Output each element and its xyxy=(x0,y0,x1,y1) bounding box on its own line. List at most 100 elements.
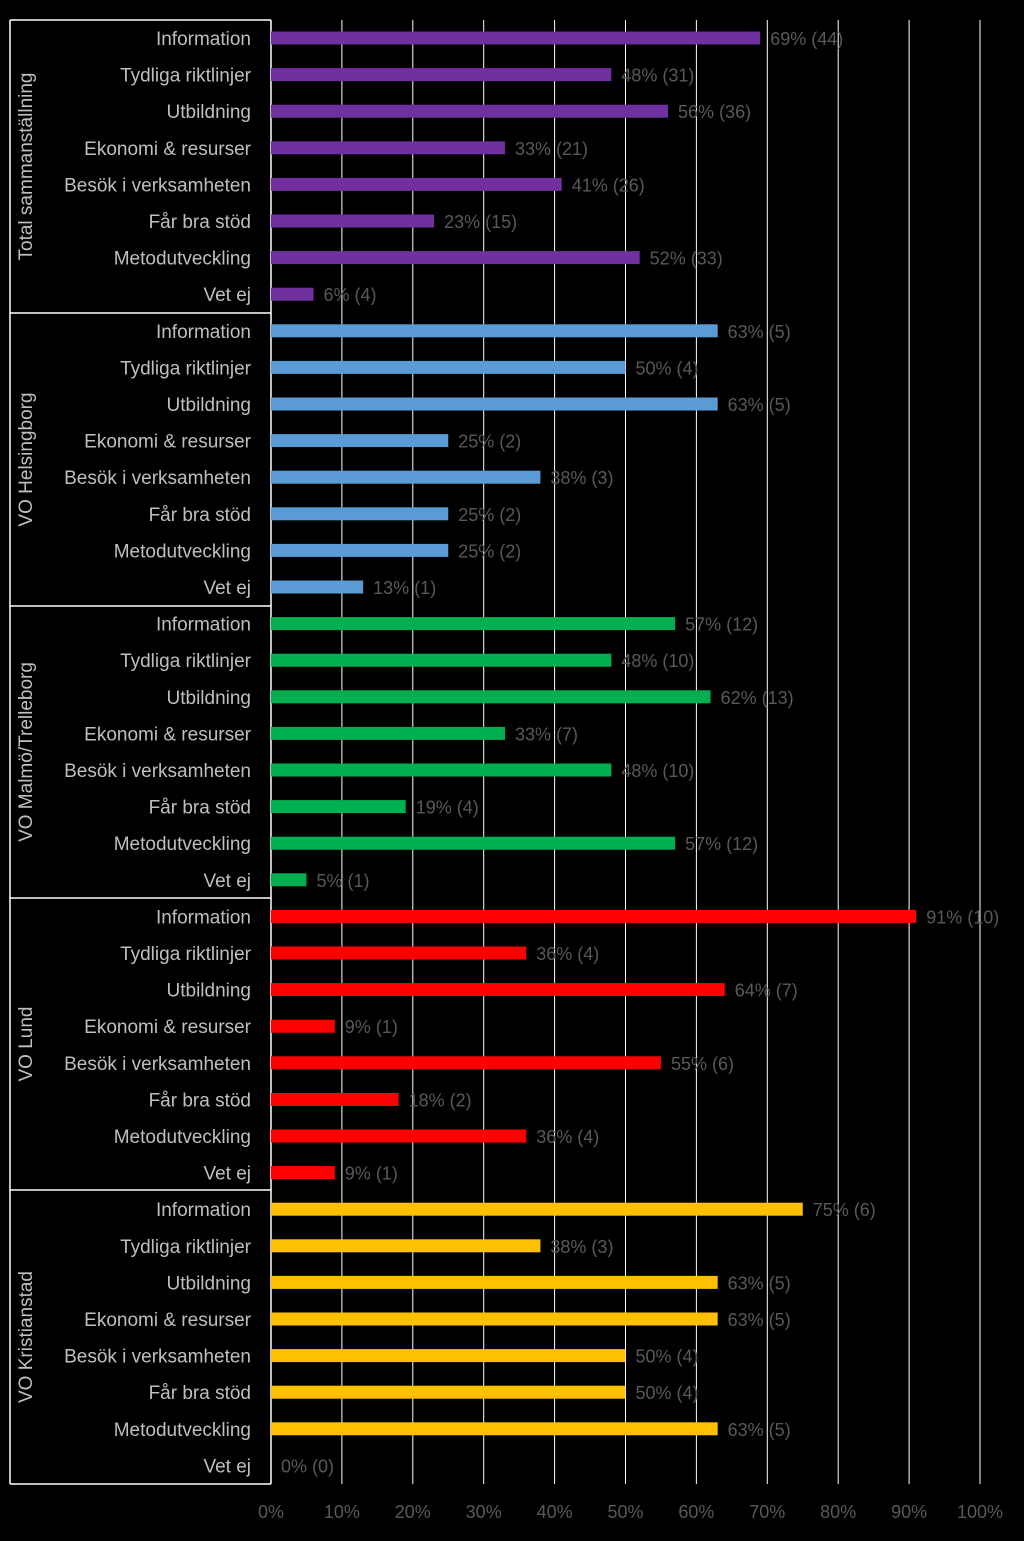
category-label: Metodutveckling xyxy=(114,834,251,855)
category-label: Tydliga riktlinjer xyxy=(120,944,252,965)
bar xyxy=(271,909,917,923)
data-label: 57% (12) xyxy=(685,615,758,635)
bar xyxy=(271,251,640,265)
group-label: VO Lund xyxy=(16,1007,37,1082)
bar xyxy=(271,1385,626,1399)
data-label: 25% (2) xyxy=(458,505,521,525)
data-label: 50% (4) xyxy=(636,1383,699,1403)
bar xyxy=(271,1275,718,1289)
category-label: Tydliga riktlinjer xyxy=(120,358,252,379)
data-label: 91% (10) xyxy=(926,907,999,927)
data-label: 13% (1) xyxy=(373,578,436,598)
data-label: 50% (4) xyxy=(636,358,699,378)
data-label: 52% (33) xyxy=(650,249,723,269)
x-tick-label: 90% xyxy=(891,1502,927,1522)
data-label: 41% (26) xyxy=(572,175,645,195)
bar xyxy=(271,1019,335,1033)
data-label: 63% (5) xyxy=(728,1273,791,1293)
category-label: Besök i verksamheten xyxy=(64,175,251,196)
bar xyxy=(271,214,435,228)
bar xyxy=(271,360,626,374)
bar xyxy=(271,1422,718,1436)
bar xyxy=(271,580,364,594)
data-label: 57% (12) xyxy=(685,834,758,854)
bar xyxy=(271,543,449,557)
category-label: Vet ej xyxy=(203,285,251,306)
bar xyxy=(271,873,307,887)
group-label: VO Helsingborg xyxy=(16,392,37,526)
x-tick-label: 10% xyxy=(324,1502,360,1522)
bar xyxy=(271,763,612,777)
data-label: 48% (10) xyxy=(621,761,694,781)
category-label: Ekonomi & resurser xyxy=(84,139,252,160)
category-label: Ekonomi & resurser xyxy=(84,724,252,745)
category-label: Utbildning xyxy=(167,102,252,123)
bar xyxy=(271,397,718,411)
bar xyxy=(271,507,449,521)
x-tick-label: 30% xyxy=(466,1502,502,1522)
category-label: Besök i verksamheten xyxy=(64,1054,251,1075)
data-label: 9% (1) xyxy=(345,1164,398,1184)
bar xyxy=(271,324,718,338)
bar xyxy=(271,983,725,997)
category-label: Utbildning xyxy=(167,688,252,709)
bar xyxy=(271,1129,527,1143)
data-label: 63% (5) xyxy=(728,322,791,342)
category-label: Vet ej xyxy=(203,1456,251,1477)
bar xyxy=(271,1092,399,1106)
x-tick-label: 50% xyxy=(607,1502,643,1522)
group-label: Total sammanställning xyxy=(16,73,37,261)
x-tick-label: 60% xyxy=(678,1502,714,1522)
bar xyxy=(271,800,406,814)
bar xyxy=(271,1239,541,1253)
category-label: Utbildning xyxy=(167,1273,252,1294)
category-label: Utbildning xyxy=(167,395,252,416)
bar xyxy=(271,287,314,301)
data-label: 50% (4) xyxy=(636,1347,699,1367)
category-label: Tydliga riktlinjer xyxy=(120,1237,252,1258)
bar xyxy=(271,1349,626,1363)
data-label: 23% (15) xyxy=(444,212,517,232)
bar xyxy=(271,946,527,960)
category-label: Ekonomi & resurser xyxy=(84,1017,252,1038)
data-label: 6% (4) xyxy=(324,285,377,305)
x-tick-label: 80% xyxy=(820,1502,856,1522)
category-label: Besök i verksamheten xyxy=(64,761,251,782)
bar xyxy=(271,1056,661,1070)
category-label: Får bra stöd xyxy=(149,505,251,526)
bar xyxy=(271,836,676,850)
data-label: 75% (6) xyxy=(813,1200,876,1220)
category-label: Utbildning xyxy=(167,981,252,1002)
data-label: 0% (0) xyxy=(281,1456,334,1476)
data-label: 33% (7) xyxy=(515,724,578,744)
x-tick-label: 40% xyxy=(537,1502,573,1522)
bar xyxy=(271,68,612,82)
category-label: Information xyxy=(156,907,251,928)
bar xyxy=(271,31,761,45)
category-label: Får bra stöd xyxy=(149,1090,251,1111)
category-label: Tydliga riktlinjer xyxy=(120,651,252,672)
data-label: 18% (2) xyxy=(409,1090,472,1110)
group-label: VO Malmö/Trelleborg xyxy=(16,662,37,842)
data-label: 64% (7) xyxy=(735,981,798,1001)
bar xyxy=(271,1202,803,1216)
data-label: 63% (5) xyxy=(728,1310,791,1330)
data-label: 38% (3) xyxy=(550,468,613,488)
bar xyxy=(271,177,562,191)
group-label: VO Kristianstad xyxy=(16,1271,37,1403)
x-tick-label: 100% xyxy=(957,1502,1003,1522)
category-label: Får bra stöd xyxy=(149,798,251,819)
category-label: Metodutveckling xyxy=(114,249,251,270)
data-label: 5% (1) xyxy=(316,871,369,891)
category-label: Information xyxy=(156,615,251,636)
bar xyxy=(271,104,669,118)
data-label: 38% (3) xyxy=(550,1237,613,1257)
data-label: 9% (1) xyxy=(345,1017,398,1037)
bar xyxy=(271,726,505,740)
bar xyxy=(271,653,612,667)
bar xyxy=(271,434,449,448)
category-label: Information xyxy=(156,1200,251,1221)
data-label: 36% (4) xyxy=(536,944,599,964)
